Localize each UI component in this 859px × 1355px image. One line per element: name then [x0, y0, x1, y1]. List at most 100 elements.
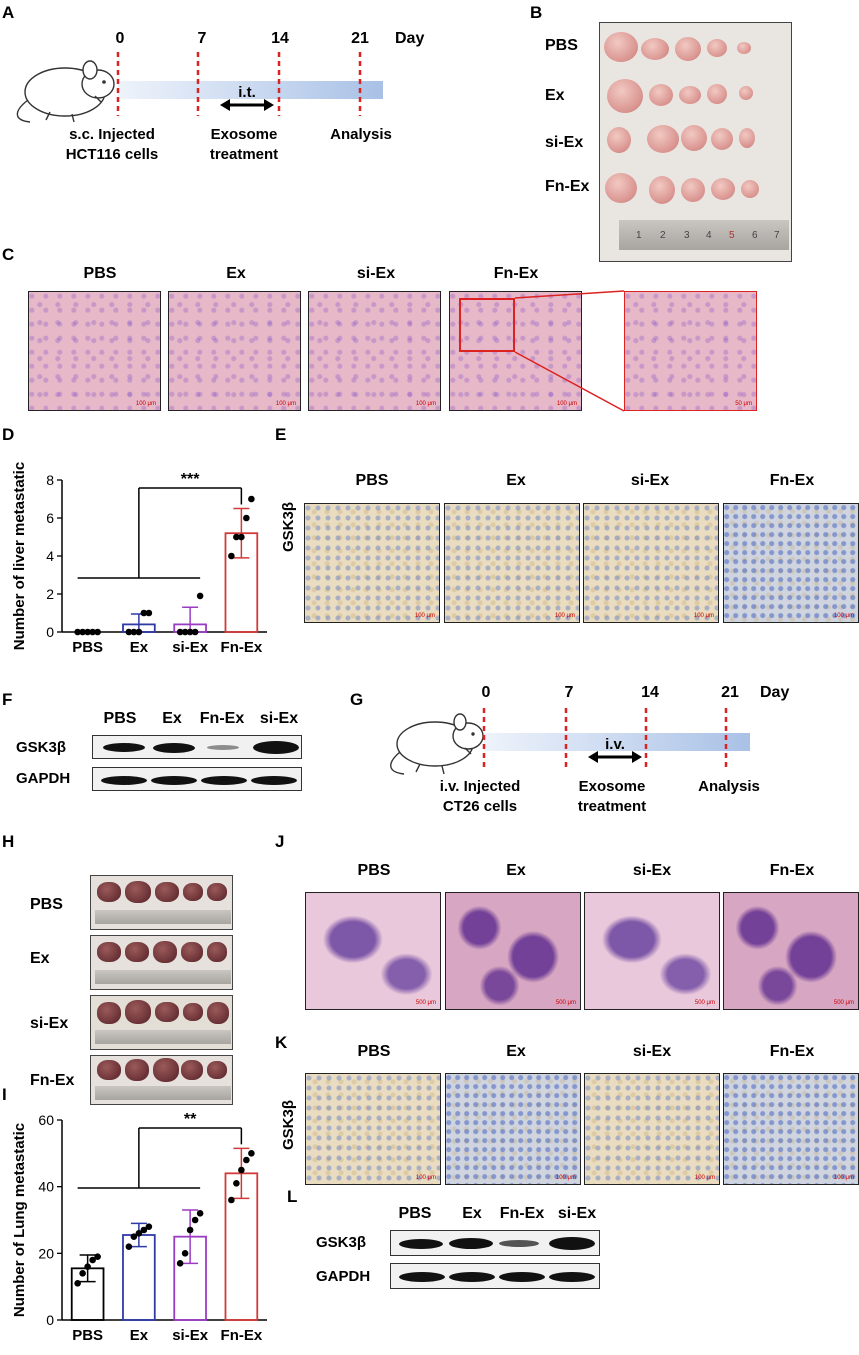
ihc-lung-siex: 100 μm: [584, 1073, 720, 1185]
blot-l-gapdh: [390, 1263, 600, 1289]
l-lane-pbs: PBS: [398, 1205, 432, 1222]
c-title-ex: Ex: [226, 265, 246, 282]
g-day-label: Day: [760, 684, 790, 701]
y-tick-label: 6: [46, 510, 54, 526]
j-title-siex: si-Ex: [632, 862, 672, 879]
lung-photo-ex: [90, 935, 233, 990]
data-point: [248, 495, 255, 503]
he-lung-fnex: 500 μm: [723, 892, 859, 1010]
blot-f-gapdh: [92, 767, 302, 791]
j-title-ex: Ex: [506, 862, 526, 879]
timeline-g: 0 7 14 21 Day i.v. i.v. Injected CT26 ce…: [380, 670, 850, 830]
panel-letter-e: E: [275, 425, 287, 444]
zoom-box: [459, 298, 515, 352]
caption-injected-1: s.c. Injected: [69, 126, 155, 143]
significance-label: ***: [181, 471, 200, 488]
k-row-label: GSK3β: [280, 1099, 297, 1150]
he-liver-siex: 100 μm: [308, 291, 441, 411]
data-point: [125, 628, 133, 636]
data-point: [248, 1150, 255, 1157]
caption-treatment-1: Exosome: [210, 126, 278, 143]
data-point: [84, 1263, 91, 1270]
data-point: [94, 1253, 101, 1260]
x-tick-label: Fn-Ex: [221, 639, 263, 656]
g-day-21: 21: [721, 684, 739, 701]
data-point: [191, 1216, 199, 1224]
b-label-fnex: Fn-Ex: [545, 178, 590, 195]
h-label-fnex: Fn-Ex: [30, 1072, 75, 1089]
data-point: [233, 533, 240, 541]
e-title-ex: Ex: [506, 472, 526, 489]
y-tick-label: 8: [46, 472, 54, 488]
ruler-b: [619, 220, 789, 250]
g-caption-1a: i.v. Injected: [439, 778, 521, 795]
day-14: 14: [271, 30, 289, 47]
data-point: [181, 1250, 189, 1257]
lung-photo-siex: [90, 995, 233, 1050]
panel-letter-b: B: [530, 3, 543, 22]
g-day-0: 0: [481, 684, 491, 701]
data-point: [84, 628, 91, 636]
data-point: [176, 628, 184, 636]
lung-photo-pbs: [90, 875, 233, 930]
significance-label: **: [184, 1111, 197, 1128]
x-tick-label: si-Ex: [172, 639, 209, 656]
day-label: Day: [395, 30, 425, 47]
j-title-pbs: PBS: [357, 862, 391, 879]
ihc-lung-ex: 100 μm: [445, 1073, 581, 1185]
l-row-gapdh: GAPDH: [316, 1268, 371, 1285]
data-point: [135, 1230, 143, 1237]
ihc-liver-fnex: 100 μm: [723, 503, 859, 623]
he-liver-pbs: 100 μm: [28, 291, 161, 411]
data-point: [243, 514, 250, 522]
band-f-gsk-4: [253, 741, 299, 754]
blot-f-gsk3b: [92, 735, 302, 759]
l-lane-ex: Ex: [462, 1205, 482, 1222]
data-point: [130, 628, 138, 636]
data-point: [74, 628, 81, 636]
data-point: [140, 609, 148, 617]
tumor-rows: [599, 22, 792, 262]
e-title-fnex: Fn-Ex: [769, 472, 815, 489]
c-title-pbs: PBS: [83, 265, 117, 282]
panel-letter-f: F: [2, 690, 13, 709]
b-label-pbs: PBS: [545, 37, 578, 54]
e-title-pbs: PBS: [355, 472, 389, 489]
panel-letter-i: I: [2, 1085, 7, 1104]
y-tick-label: 4: [46, 548, 54, 564]
data-point: [176, 1260, 184, 1267]
ihc-liver-siex: 100 μm: [583, 503, 719, 623]
ihc-lung-pbs: 100 μm: [305, 1073, 441, 1185]
j-title-fnex: Fn-Ex: [769, 862, 815, 879]
route-label: i.t.: [238, 84, 256, 101]
data-point: [140, 1226, 148, 1234]
k-title-pbs: PBS: [357, 1043, 391, 1060]
data-point: [196, 592, 204, 600]
f-row-gapdh: GAPDH: [16, 770, 71, 787]
caption-analysis: Analysis: [330, 126, 392, 143]
k-title-siex: si-Ex: [632, 1043, 672, 1060]
data-point: [186, 1226, 194, 1234]
panel-letter-j: J: [275, 832, 285, 851]
b-label-siex: si-Ex: [545, 134, 584, 151]
mouse-icon-g: [390, 713, 484, 775]
c-title-siex: si-Ex: [356, 265, 396, 282]
band-f-gsk-3: [207, 745, 239, 750]
blot-l-gsk3b: [390, 1230, 600, 1256]
data-point: [74, 1280, 81, 1287]
zoom-lines: [514, 290, 625, 412]
f-lane-ex: Ex: [162, 710, 182, 727]
mouse-icon: [16, 60, 115, 123]
h-label-pbs: PBS: [30, 896, 63, 913]
data-point: [191, 628, 199, 636]
g-day-14: 14: [641, 684, 659, 701]
day-0: 0: [115, 30, 125, 47]
ruler-numbers-b: 1 2 3 4 5 6 7: [636, 230, 780, 241]
caption-injected-2: HCT116 cells: [65, 146, 159, 163]
f-lane-siex: si-Ex: [259, 710, 299, 727]
y-tick-label: 60: [38, 1112, 54, 1128]
data-point: [228, 1196, 235, 1204]
g-caption-1b: CT26 cells: [442, 798, 518, 815]
chart-lung-metastatic: 0 20 40 60 Number of Lung metastatic PBS Ex si-…: [11, 1111, 267, 1344]
h-label-siex: si-Ex: [30, 1015, 69, 1032]
